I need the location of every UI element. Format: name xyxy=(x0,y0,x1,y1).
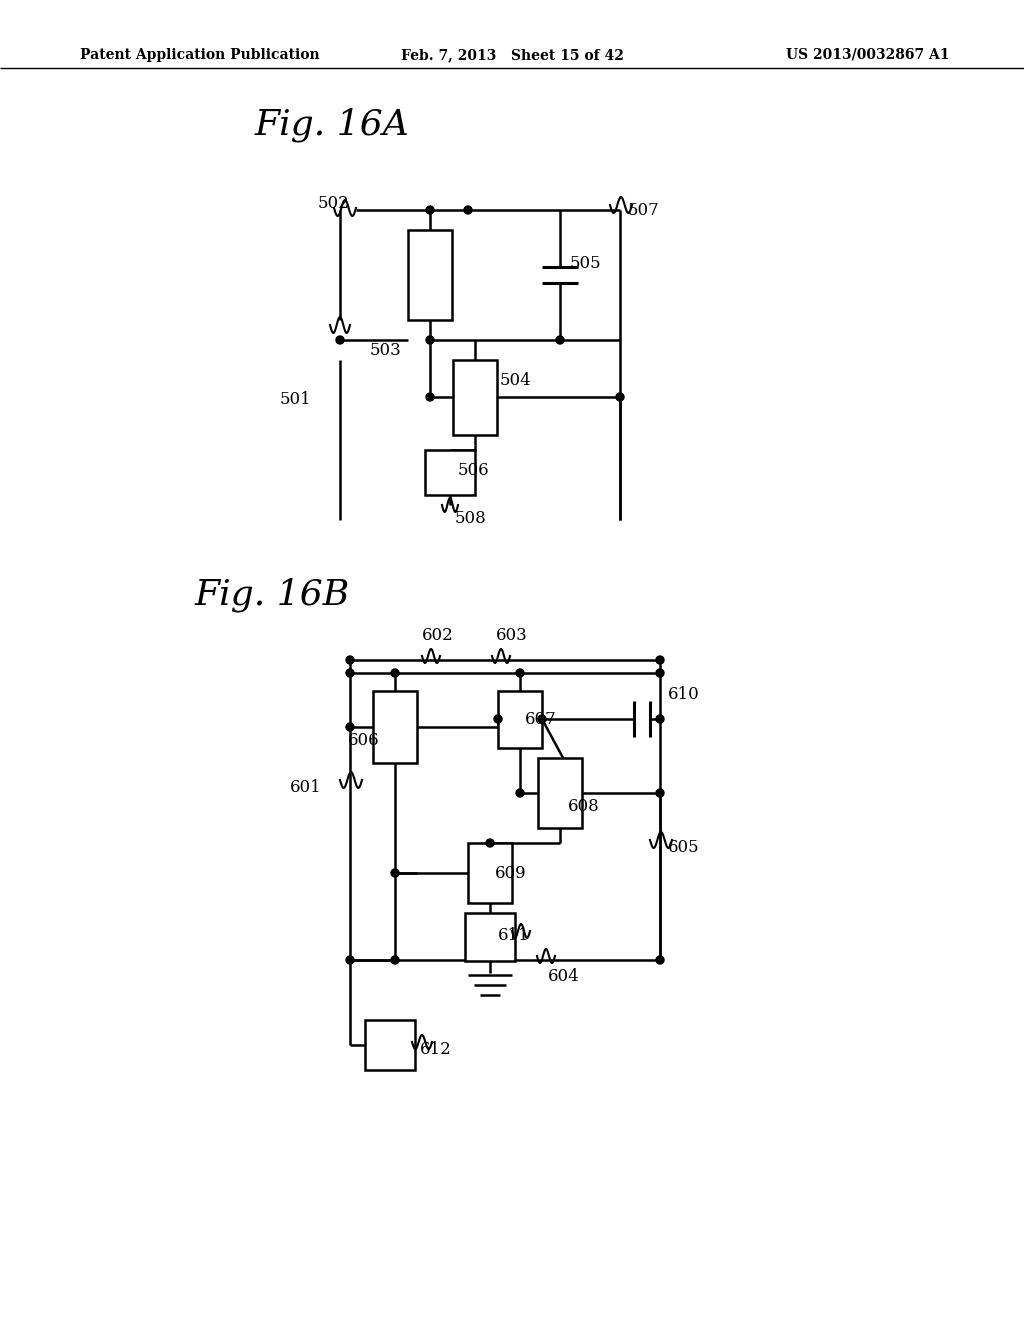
Text: 601: 601 xyxy=(290,780,322,796)
Circle shape xyxy=(346,669,354,677)
Circle shape xyxy=(656,956,664,964)
Text: 505: 505 xyxy=(570,255,602,272)
Text: 605: 605 xyxy=(668,840,699,857)
Circle shape xyxy=(516,789,524,797)
Circle shape xyxy=(464,206,472,214)
Text: 609: 609 xyxy=(495,865,526,882)
Text: 611: 611 xyxy=(498,927,529,944)
Text: 507: 507 xyxy=(628,202,659,219)
Text: Patent Application Publication: Patent Application Publication xyxy=(80,48,319,62)
Circle shape xyxy=(391,869,399,876)
Text: 607: 607 xyxy=(525,711,557,729)
Circle shape xyxy=(656,656,664,664)
Text: 501: 501 xyxy=(280,392,311,408)
Circle shape xyxy=(656,789,664,797)
Text: 508: 508 xyxy=(455,510,486,527)
Circle shape xyxy=(656,715,664,723)
Bar xyxy=(468,843,512,903)
Circle shape xyxy=(346,723,354,731)
Circle shape xyxy=(336,337,344,345)
Text: 603: 603 xyxy=(496,627,527,644)
Bar xyxy=(498,690,542,748)
Circle shape xyxy=(656,669,664,677)
Text: 503: 503 xyxy=(370,342,401,359)
Circle shape xyxy=(556,337,564,345)
Text: 612: 612 xyxy=(420,1041,452,1059)
Circle shape xyxy=(391,669,399,677)
Bar xyxy=(373,690,417,763)
Bar xyxy=(425,450,475,495)
Bar xyxy=(408,230,452,319)
Circle shape xyxy=(426,206,434,214)
Bar xyxy=(538,758,582,828)
Circle shape xyxy=(391,956,399,964)
Circle shape xyxy=(516,669,524,677)
Text: Fig. 16B: Fig. 16B xyxy=(195,578,350,612)
Text: 610: 610 xyxy=(668,686,699,704)
Bar xyxy=(465,913,515,961)
Circle shape xyxy=(538,715,546,723)
Circle shape xyxy=(486,840,494,847)
Text: Feb. 7, 2013   Sheet 15 of 42: Feb. 7, 2013 Sheet 15 of 42 xyxy=(400,48,624,62)
Circle shape xyxy=(426,393,434,401)
Text: 604: 604 xyxy=(548,968,580,985)
Text: US 2013/0032867 A1: US 2013/0032867 A1 xyxy=(786,48,950,62)
Text: 506: 506 xyxy=(458,462,489,479)
Circle shape xyxy=(346,956,354,964)
Circle shape xyxy=(494,715,502,723)
Text: 606: 606 xyxy=(348,733,380,748)
Circle shape xyxy=(346,656,354,664)
Bar xyxy=(365,1020,415,1071)
Text: 608: 608 xyxy=(568,799,600,814)
Text: 504: 504 xyxy=(500,372,531,389)
Circle shape xyxy=(426,337,434,345)
Text: 502: 502 xyxy=(318,195,350,213)
Bar xyxy=(453,360,497,436)
Text: 602: 602 xyxy=(422,627,454,644)
Text: Fig. 16A: Fig. 16A xyxy=(255,108,410,143)
Circle shape xyxy=(616,393,624,401)
